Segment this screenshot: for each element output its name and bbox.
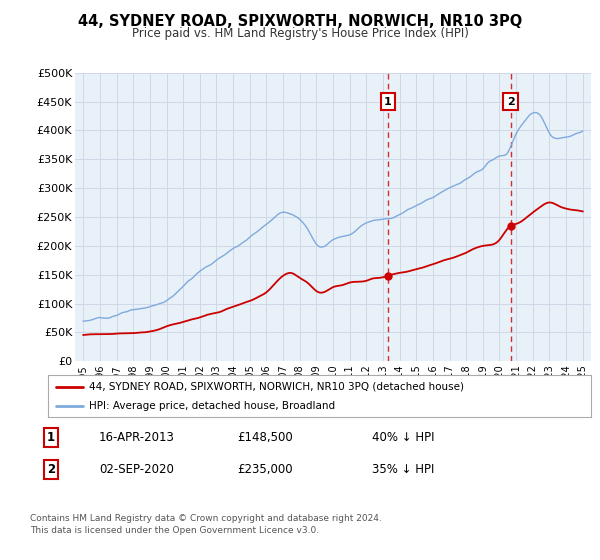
- Text: 44, SYDNEY ROAD, SPIXWORTH, NORWICH, NR10 3PQ (detached house): 44, SYDNEY ROAD, SPIXWORTH, NORWICH, NR1…: [89, 381, 464, 391]
- Text: 02-SEP-2020: 02-SEP-2020: [99, 463, 174, 476]
- Text: 2: 2: [47, 463, 55, 476]
- Text: £148,500: £148,500: [237, 431, 293, 445]
- Text: 2: 2: [507, 97, 514, 106]
- Text: 1: 1: [384, 97, 392, 106]
- Text: £235,000: £235,000: [237, 463, 293, 476]
- Text: Contains HM Land Registry data © Crown copyright and database right 2024.
This d: Contains HM Land Registry data © Crown c…: [30, 514, 382, 535]
- Text: 16-APR-2013: 16-APR-2013: [99, 431, 175, 445]
- Text: Price paid vs. HM Land Registry's House Price Index (HPI): Price paid vs. HM Land Registry's House …: [131, 27, 469, 40]
- Text: 40% ↓ HPI: 40% ↓ HPI: [372, 431, 434, 445]
- Text: 44, SYDNEY ROAD, SPIXWORTH, NORWICH, NR10 3PQ: 44, SYDNEY ROAD, SPIXWORTH, NORWICH, NR1…: [78, 14, 522, 29]
- Text: 1: 1: [47, 431, 55, 445]
- Text: HPI: Average price, detached house, Broadland: HPI: Average price, detached house, Broa…: [89, 401, 335, 411]
- Text: 35% ↓ HPI: 35% ↓ HPI: [372, 463, 434, 476]
